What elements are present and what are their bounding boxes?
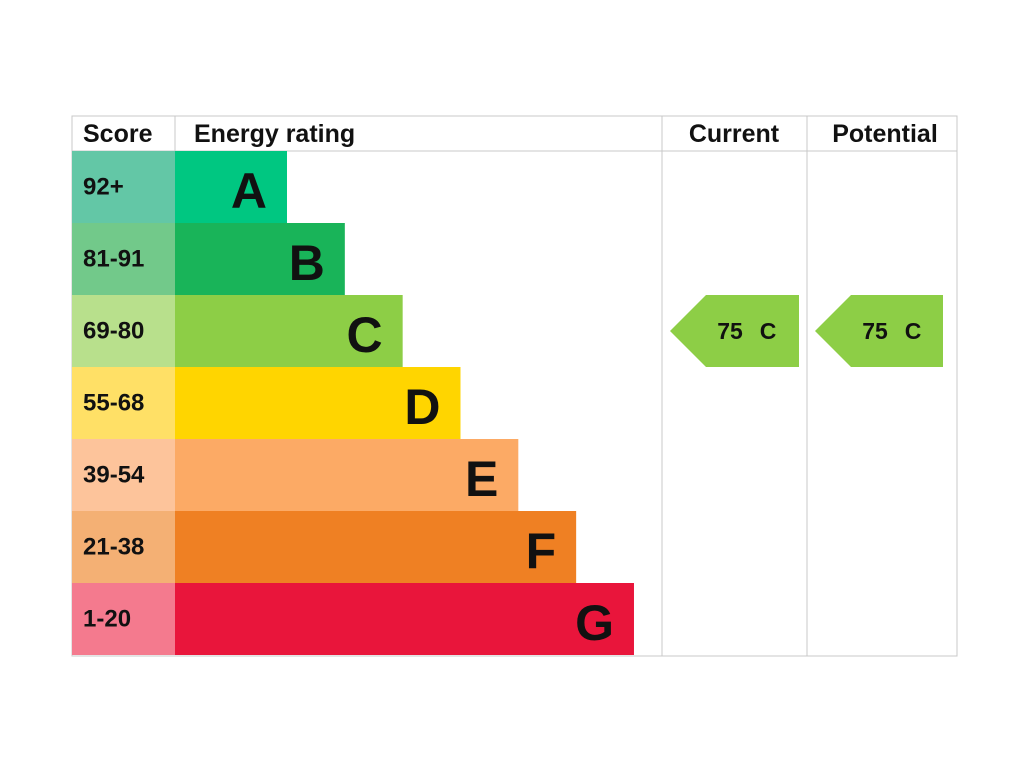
score-cell <box>72 439 175 511</box>
potential-band: C <box>905 318 922 344</box>
rating-bar <box>175 439 519 511</box>
score-cell <box>72 295 175 367</box>
rating-bar <box>175 223 345 295</box>
score-label: 1-20 <box>83 606 131 633</box>
current-score: 75 <box>717 318 743 344</box>
score-cell <box>72 151 175 223</box>
score-label: 92+ <box>83 174 124 201</box>
band-letter: B <box>289 235 325 291</box>
band-letter: C <box>347 307 383 363</box>
band-letter: F <box>526 523 557 579</box>
score-label: 69-80 <box>83 318 144 345</box>
rating-bar <box>175 511 577 583</box>
band-letter: D <box>404 379 440 435</box>
header-energy-rating: Energy rating <box>194 120 355 148</box>
band-letter: A <box>231 163 267 219</box>
rating-bar <box>175 295 403 367</box>
rating-bar <box>175 367 461 439</box>
score-label: 81-91 <box>83 246 144 273</box>
score-cell <box>72 511 175 583</box>
score-cell <box>72 223 175 295</box>
potential-arrow <box>815 295 943 367</box>
header-potential: Potential <box>832 120 938 148</box>
score-cell <box>72 583 175 655</box>
score-label: 21-38 <box>83 534 144 561</box>
current-arrow <box>670 295 799 367</box>
score-cell <box>72 367 175 439</box>
potential-score: 75 <box>862 318 888 344</box>
score-label: 55-68 <box>83 390 144 417</box>
header-score: Score <box>83 120 153 148</box>
band-letter: E <box>465 451 498 507</box>
header-current: Current <box>689 120 780 148</box>
current-band: C <box>760 318 777 344</box>
rating-bar <box>175 151 287 223</box>
band-letter: G <box>575 595 614 651</box>
score-label: 39-54 <box>83 462 145 489</box>
rating-bar <box>175 583 634 655</box>
